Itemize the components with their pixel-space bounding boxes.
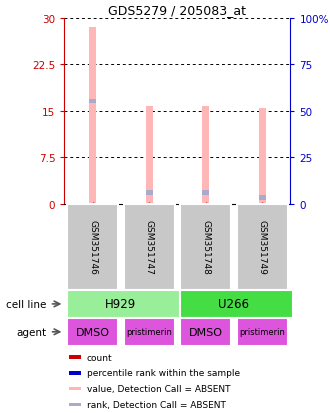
- Bar: [259, 196, 266, 200]
- Text: cell line: cell line: [6, 299, 46, 309]
- Text: pristimerin: pristimerin: [126, 328, 172, 337]
- FancyBboxPatch shape: [237, 204, 287, 290]
- Bar: [69, 371, 81, 375]
- FancyBboxPatch shape: [67, 204, 118, 290]
- Bar: [146, 107, 152, 204]
- Text: value, Detection Call = ABSENT: value, Detection Call = ABSENT: [87, 384, 230, 393]
- Text: rank, Detection Call = ABSENT: rank, Detection Call = ABSENT: [87, 400, 226, 409]
- Text: GSM351747: GSM351747: [145, 220, 154, 275]
- Bar: [89, 100, 96, 104]
- Text: U266: U266: [218, 298, 249, 311]
- Bar: [202, 107, 209, 204]
- Bar: [146, 191, 152, 195]
- Bar: [202, 191, 209, 195]
- FancyBboxPatch shape: [124, 204, 175, 290]
- Text: GSM351748: GSM351748: [201, 220, 210, 275]
- Bar: [69, 356, 81, 359]
- FancyBboxPatch shape: [180, 204, 231, 290]
- FancyBboxPatch shape: [67, 290, 180, 318]
- Text: percentile rank within the sample: percentile rank within the sample: [87, 368, 240, 377]
- Text: agent: agent: [16, 327, 46, 337]
- FancyBboxPatch shape: [180, 318, 231, 346]
- FancyBboxPatch shape: [124, 318, 175, 346]
- Text: pristimerin: pristimerin: [239, 328, 285, 337]
- Bar: [69, 403, 81, 406]
- Bar: [69, 387, 81, 390]
- Text: DMSO: DMSO: [189, 327, 223, 337]
- FancyBboxPatch shape: [180, 290, 293, 318]
- FancyBboxPatch shape: [67, 318, 118, 346]
- Bar: [259, 109, 266, 204]
- Text: GSM351746: GSM351746: [88, 220, 97, 275]
- Text: count: count: [87, 353, 113, 362]
- FancyBboxPatch shape: [237, 318, 287, 346]
- Text: H929: H929: [105, 298, 137, 311]
- Title: GDS5279 / 205083_at: GDS5279 / 205083_at: [108, 5, 247, 17]
- Bar: [89, 28, 96, 204]
- Text: DMSO: DMSO: [76, 327, 110, 337]
- Text: GSM351749: GSM351749: [258, 220, 267, 275]
